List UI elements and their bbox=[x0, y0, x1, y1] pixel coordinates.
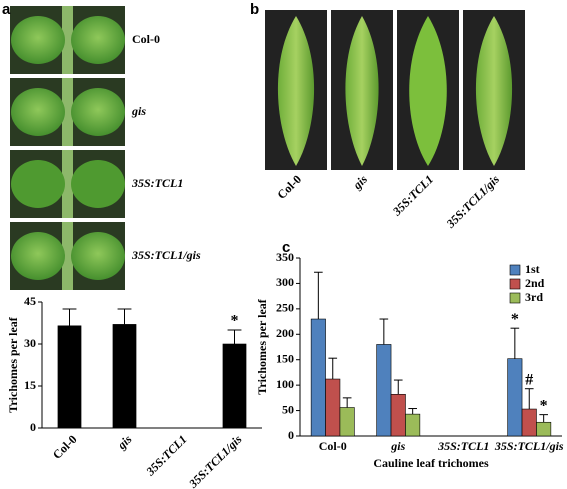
bar bbox=[112, 324, 137, 429]
legend-label: 2nd bbox=[525, 276, 545, 290]
y-axis-label: Trichomes per leaf bbox=[6, 316, 20, 413]
legend-swatch bbox=[509, 292, 521, 304]
y-tick-label: 350 bbox=[276, 250, 294, 264]
y-tick-label: 50 bbox=[282, 402, 294, 416]
photo-label: 35S:TCL1 bbox=[131, 176, 183, 190]
y-tick-label: 250 bbox=[276, 301, 294, 315]
x-axis-label: Cauline leaf trichomes bbox=[373, 456, 489, 470]
bar bbox=[507, 358, 523, 437]
seedling-photos bbox=[10, 6, 125, 290]
legend-label: 3rd bbox=[525, 290, 543, 304]
y-tick-label: 15 bbox=[24, 378, 36, 392]
legend-label: 1st bbox=[525, 262, 540, 276]
y-tick-label: 300 bbox=[276, 275, 294, 289]
x-tick-label: 35S:TCL1 bbox=[437, 439, 489, 453]
y-tick-label: 0 bbox=[30, 420, 36, 434]
legend-swatch bbox=[509, 278, 521, 290]
significance-marker: * bbox=[540, 397, 548, 414]
y-tick-label: 30 bbox=[24, 336, 36, 350]
significance-marker: * bbox=[231, 313, 239, 330]
photo-label: 35S:TCL1/gis bbox=[131, 248, 201, 262]
bar bbox=[390, 393, 406, 437]
y-tick-label: 0 bbox=[288, 428, 294, 442]
x-tick-label: 35S:TCL1 bbox=[143, 432, 190, 479]
x-tick-label: 35S:TCL1/gis bbox=[494, 439, 564, 453]
panel-label: c bbox=[282, 239, 290, 256]
y-tick-label: 150 bbox=[276, 351, 294, 365]
panel-label: b bbox=[250, 1, 259, 18]
bar bbox=[339, 407, 355, 437]
photo-label: Col-0 bbox=[132, 32, 160, 46]
y-tick-label: 45 bbox=[24, 294, 36, 308]
panel-label: a bbox=[2, 1, 11, 18]
bar bbox=[222, 343, 247, 429]
x-tick-label: 35S:TCL1/gis bbox=[185, 432, 244, 489]
bar bbox=[325, 378, 341, 437]
photo-label: 35S:TCL1 bbox=[389, 172, 436, 219]
x-tick-label: gis bbox=[114, 432, 135, 453]
x-tick-label: gis bbox=[390, 439, 405, 453]
y-tick-label: 100 bbox=[276, 377, 294, 391]
y-axis-label: Trichomes per leaf bbox=[255, 298, 269, 395]
bar bbox=[310, 318, 326, 437]
bar bbox=[405, 413, 421, 437]
photo-label: gis bbox=[350, 172, 371, 193]
photo-label: gis bbox=[131, 104, 146, 118]
y-tick-label: 200 bbox=[276, 326, 294, 340]
bar bbox=[376, 344, 392, 437]
leaf-photos bbox=[265, 10, 525, 170]
photo-label: 35S:TCL1/gis bbox=[443, 172, 502, 231]
bar bbox=[521, 408, 537, 437]
bar bbox=[536, 421, 552, 437]
legend-swatch bbox=[509, 264, 521, 276]
x-tick-label: Col-0 bbox=[50, 432, 80, 462]
x-tick-label: Col-0 bbox=[319, 439, 347, 453]
significance-marker: * bbox=[511, 311, 519, 328]
significance-marker: # bbox=[525, 371, 533, 388]
bar bbox=[57, 325, 82, 429]
photo-label: Col-0 bbox=[274, 172, 304, 202]
